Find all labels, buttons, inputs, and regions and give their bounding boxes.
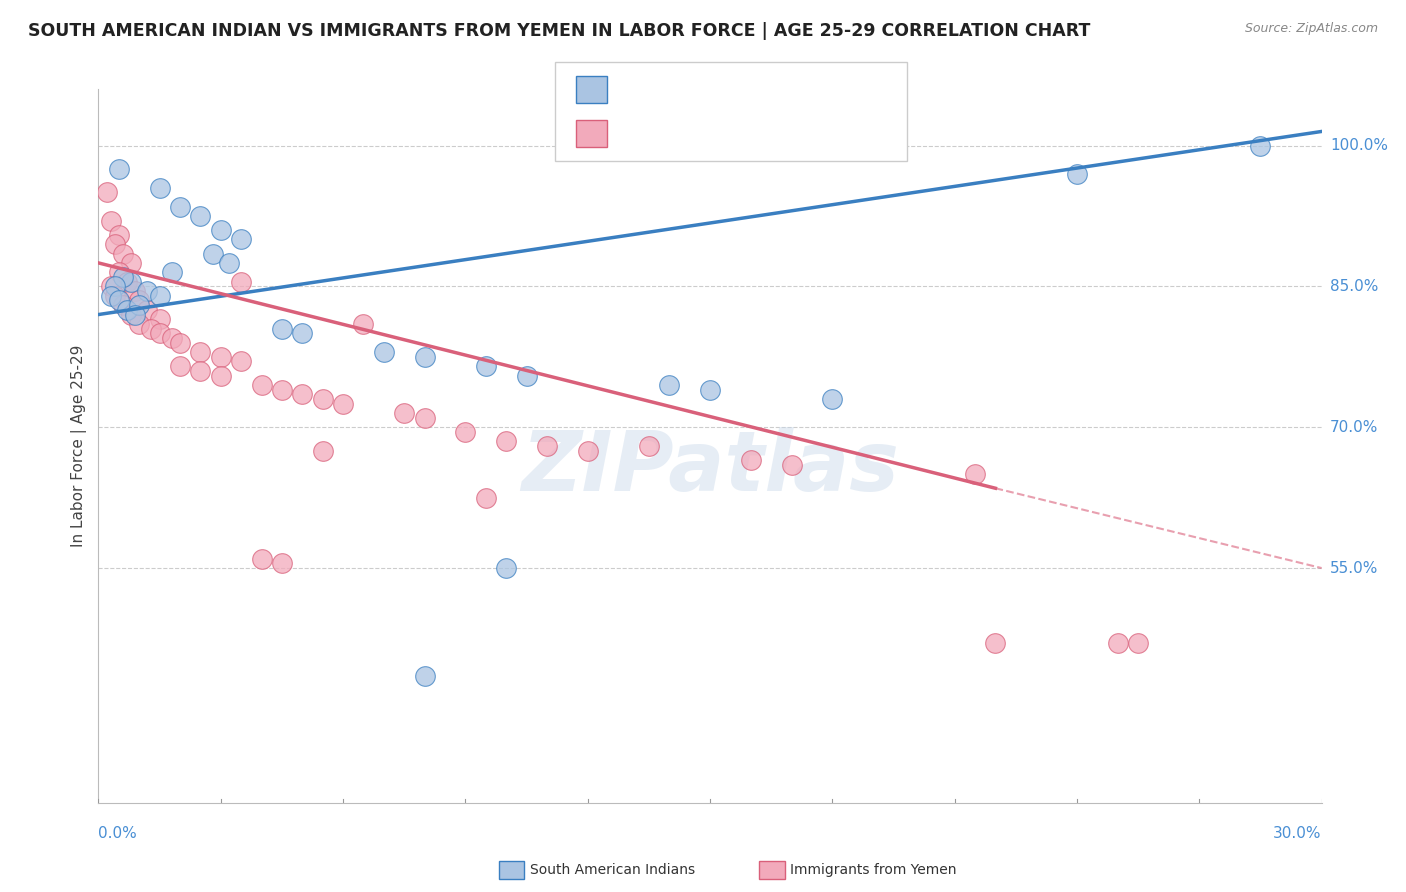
Text: R =   0.236   N = 38: R = 0.236 N = 38 [619,82,773,96]
Point [413,410,436,425]
Point [270,321,294,335]
Point [100,279,122,293]
Point [136,302,159,317]
Point [1249,138,1271,153]
Point [104,237,127,252]
Point [231,354,253,368]
Point [128,293,150,308]
Point [104,279,127,293]
Point [128,317,150,331]
Point [149,289,172,303]
Point [218,256,240,270]
Text: Immigrants from Yemen: Immigrants from Yemen [790,863,956,877]
Point [160,331,183,345]
Text: R =  -0.395   N = 51: R = -0.395 N = 51 [619,127,773,141]
Point [270,383,294,397]
Point [149,326,172,341]
Point [231,232,253,246]
Point [474,359,498,374]
Text: ZIPatlas: ZIPatlas [522,427,898,508]
Y-axis label: In Labor Force | Age 25-29: In Labor Force | Age 25-29 [72,345,87,547]
Point [115,302,138,317]
Point [169,200,191,214]
Point [658,378,681,392]
Point [250,378,273,392]
Point [352,317,374,331]
Point [108,265,131,279]
Point [149,181,172,195]
Text: SOUTH AMERICAN INDIAN VS IMMIGRANTS FROM YEMEN IN LABOR FORCE | AGE 25-29 CORREL: SOUTH AMERICAN INDIAN VS IMMIGRANTS FROM… [28,22,1091,40]
Point [149,312,172,326]
Point [169,359,191,374]
Point [188,345,212,359]
Text: Source: ZipAtlas.com: Source: ZipAtlas.com [1244,22,1378,36]
Point [780,458,803,472]
Text: South American Indians: South American Indians [530,863,695,877]
Point [104,289,127,303]
Point [188,209,212,223]
Point [516,368,538,383]
Point [373,345,395,359]
Point [115,275,138,289]
Point [821,392,844,406]
Point [120,275,142,289]
Point [454,425,477,439]
Point [474,491,498,505]
Point [108,293,131,308]
Point [209,223,232,237]
Point [209,368,232,383]
Point [96,186,118,200]
Point [108,227,131,242]
Point [699,383,721,397]
Point [291,326,314,341]
Text: 100.0%: 100.0% [1330,138,1388,153]
Point [201,246,224,260]
Point [312,443,335,458]
Point [111,270,134,285]
Point [250,551,273,566]
Point [111,246,134,260]
Point [128,298,150,312]
Point [120,308,142,322]
Point [270,557,294,571]
Point [536,439,558,453]
Text: 0.0%: 0.0% [98,826,138,841]
Point [312,392,335,406]
Point [984,636,1007,650]
Text: 70.0%: 70.0% [1330,420,1378,434]
Point [100,289,122,303]
Point [231,275,253,289]
Point [136,284,159,298]
Point [495,434,517,449]
Point [160,265,183,279]
Point [413,669,436,683]
Point [1128,636,1150,650]
Point [637,439,661,453]
Point [291,387,314,401]
Point [111,298,134,312]
Point [413,350,436,364]
Point [141,321,163,335]
Point [495,561,517,575]
Point [332,397,354,411]
Point [120,256,142,270]
Text: 55.0%: 55.0% [1330,560,1378,575]
Point [1066,167,1088,181]
Point [740,453,762,467]
Point [124,308,146,322]
Point [100,213,122,227]
Point [124,284,146,298]
Text: 85.0%: 85.0% [1330,279,1378,293]
Point [965,467,987,482]
Point [1107,636,1129,650]
Point [209,350,232,364]
Point [108,161,131,176]
Point [576,443,599,458]
Point [392,406,416,420]
Text: 30.0%: 30.0% [1274,826,1322,841]
Point [188,364,212,378]
Point [169,335,191,350]
